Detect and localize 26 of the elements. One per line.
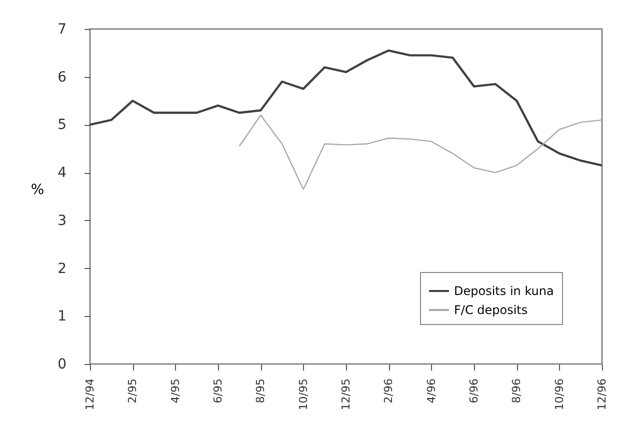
y-tick-label: 1 xyxy=(58,308,66,325)
y-tick-label: 0 xyxy=(58,356,66,372)
x-tick-label: 12/94 xyxy=(84,378,96,410)
y-tick-label: 5 xyxy=(58,117,66,134)
x-tick-label: 6/96 xyxy=(468,378,480,404)
line-series xyxy=(88,49,604,166)
legend-label: F/C deposits xyxy=(454,303,528,317)
x-tick-label: 4/96 xyxy=(424,378,438,404)
legend-label: Deposits in kuna xyxy=(454,284,554,298)
y-tick-label: 4 xyxy=(58,165,67,182)
x-tick-label: 12/95 xyxy=(340,378,352,410)
y-axis-title: % xyxy=(30,182,44,198)
x-tick-label: 8/95 xyxy=(254,378,268,404)
x-tick-label: 10/96 xyxy=(552,378,566,410)
x-tick-label: 2/96 xyxy=(382,378,396,404)
y-tick-label: 3 xyxy=(58,212,66,229)
x-tick-label: 4/95 xyxy=(168,378,182,404)
y-tick-label: 2 xyxy=(58,260,66,277)
x-tick-label: 2/95 xyxy=(126,378,140,404)
y-tick-label: 6 xyxy=(58,69,67,86)
x-tick-label: 12/96 xyxy=(596,378,608,410)
x-tick-label: 10/95 xyxy=(296,378,310,410)
x-tick-label: 8/96 xyxy=(510,378,524,404)
y-tick-label: 7 xyxy=(58,22,66,38)
line-series xyxy=(238,114,603,190)
x-tick-label: 6/95 xyxy=(212,378,224,404)
